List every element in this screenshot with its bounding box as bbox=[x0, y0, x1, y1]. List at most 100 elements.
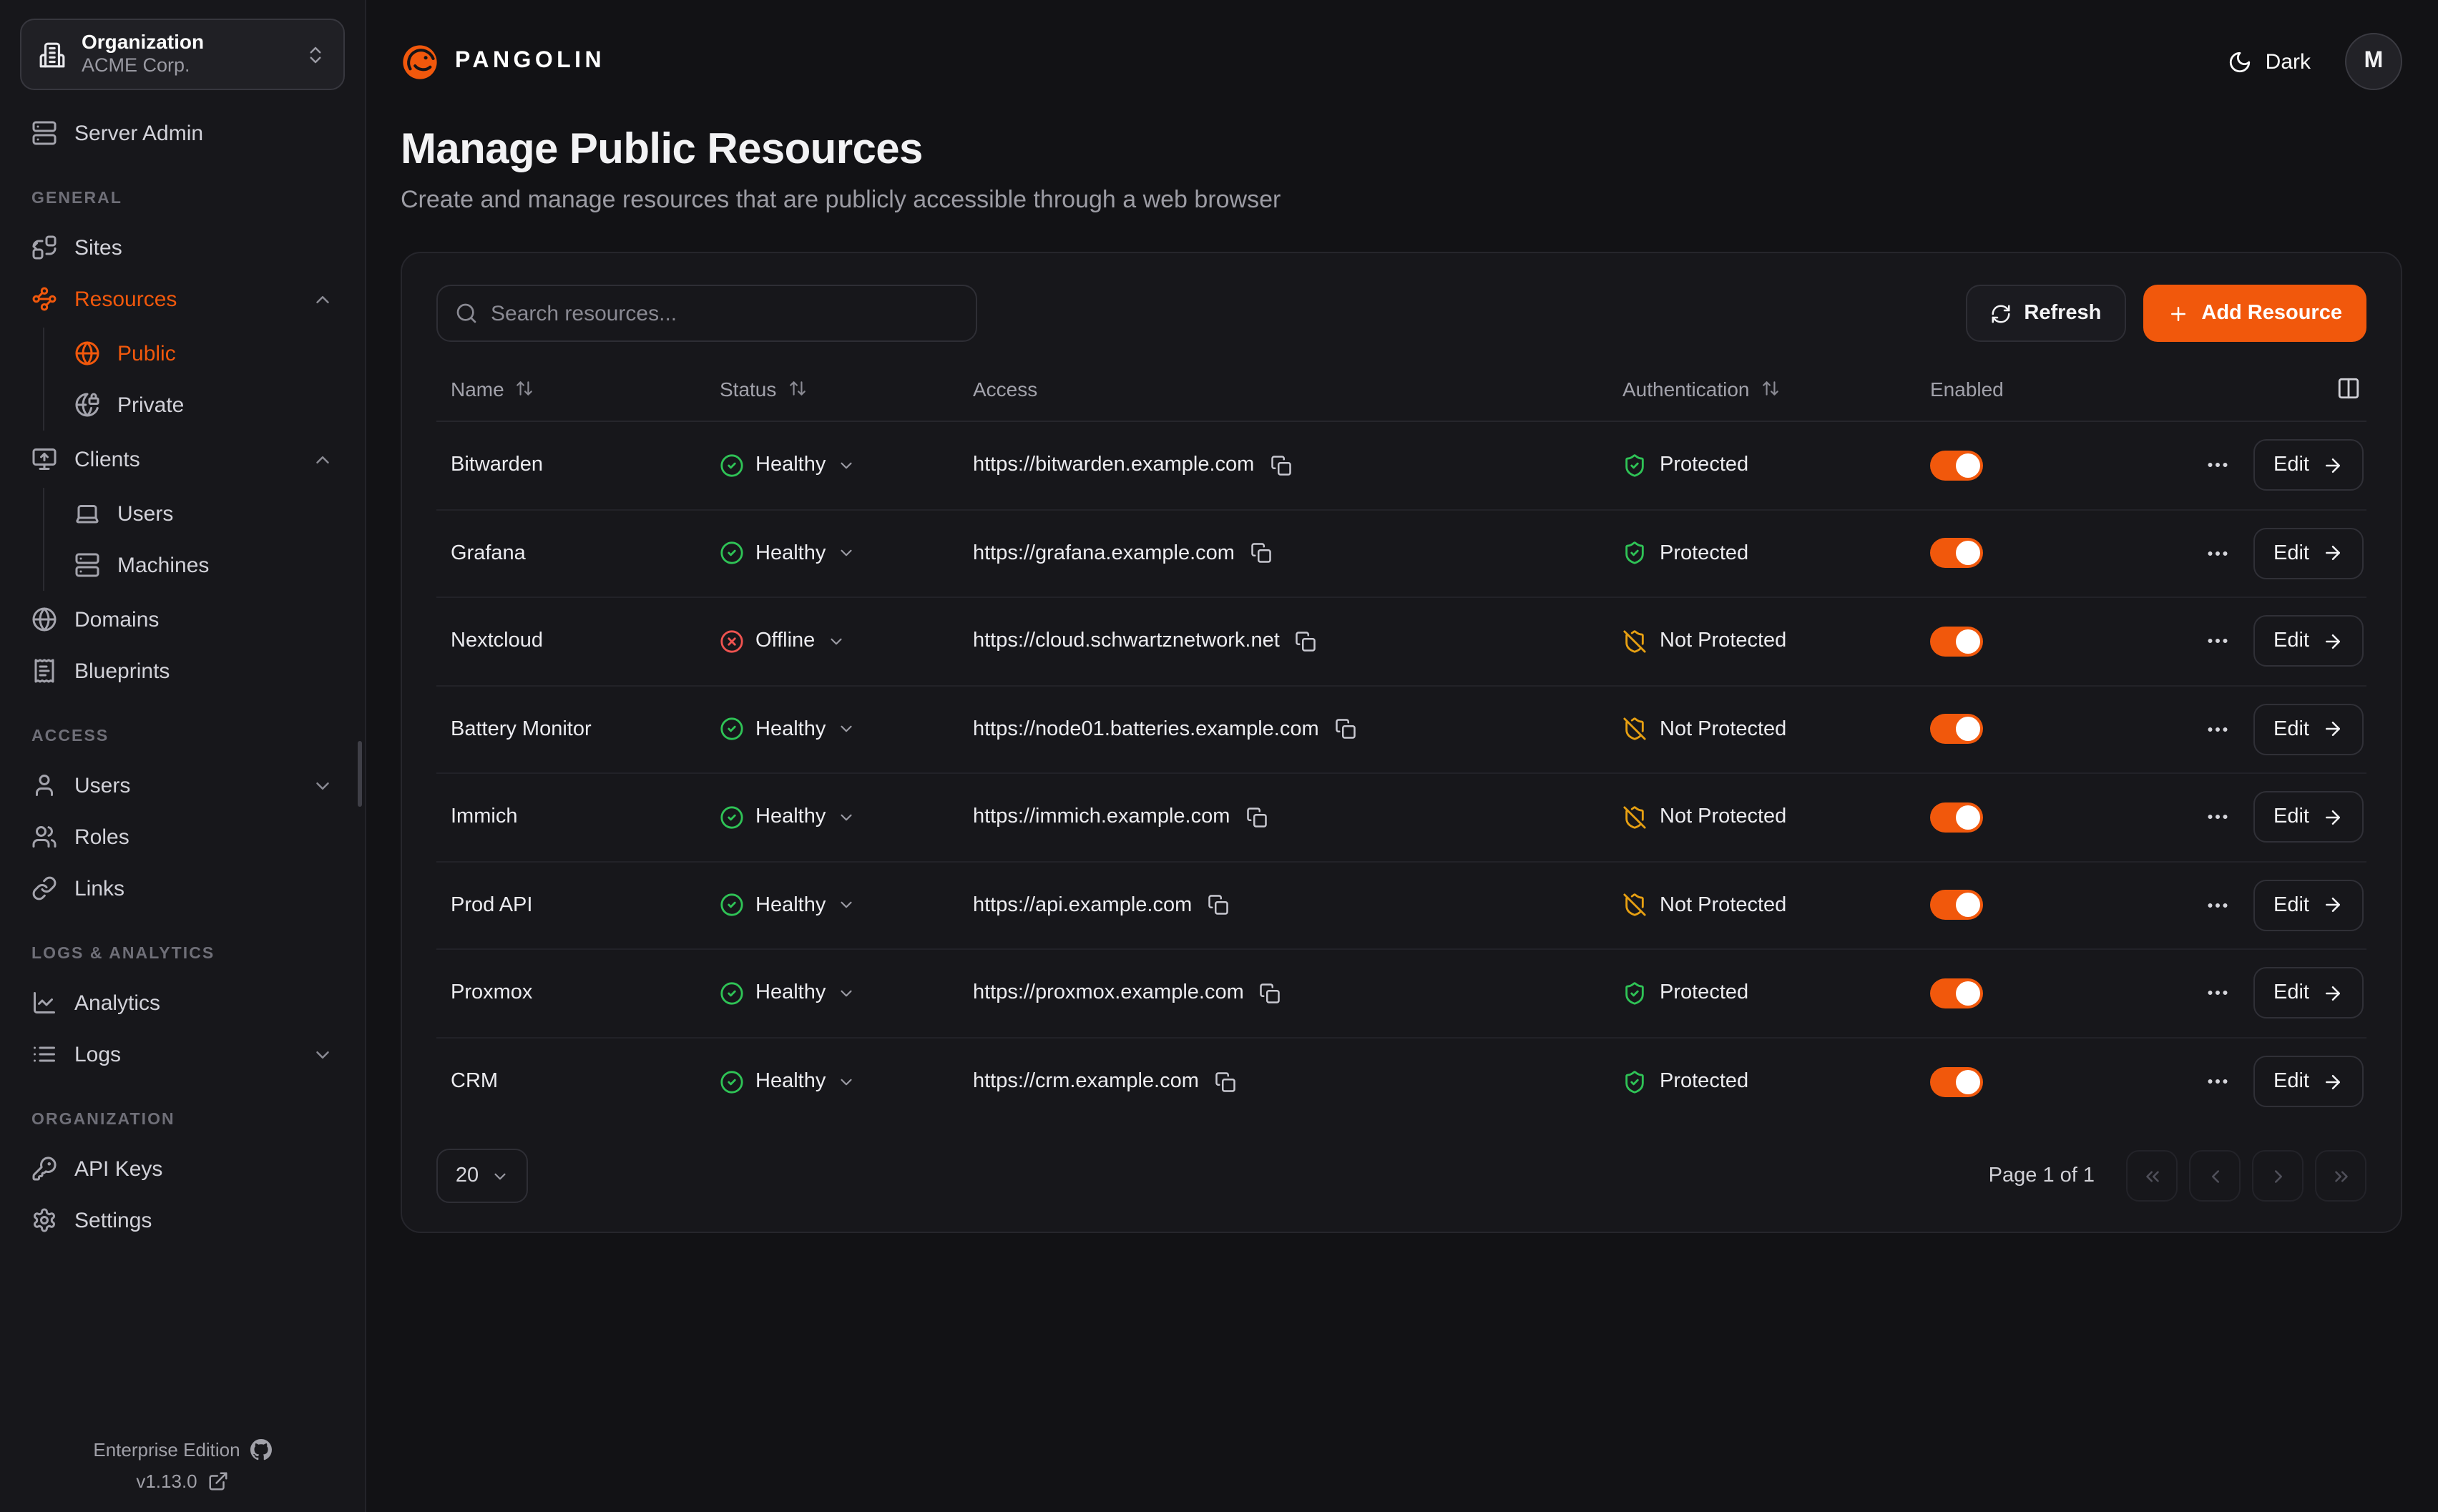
enabled-toggle[interactable] bbox=[1930, 802, 1983, 833]
last-page-button[interactable] bbox=[2315, 1150, 2366, 1202]
column-label: Enabled bbox=[1930, 377, 2004, 400]
enabled-toggle[interactable] bbox=[1930, 538, 1983, 569]
chevron-down-icon[interactable] bbox=[837, 896, 856, 915]
nav-section-heading: ACCESS bbox=[31, 728, 109, 745]
auth-cell: Protected bbox=[1608, 1070, 1916, 1094]
next-page-button[interactable] bbox=[2252, 1150, 2304, 1202]
toggle-knob bbox=[1956, 629, 1980, 654]
ellipsis-icon[interactable] bbox=[2205, 541, 2231, 566]
sidebar-item-clients[interactable]: Clients bbox=[20, 433, 345, 485]
ellipsis-icon[interactable] bbox=[2205, 453, 2231, 478]
search-input[interactable] bbox=[491, 301, 959, 325]
copy-icon[interactable] bbox=[1250, 543, 1272, 564]
edit-button[interactable]: Edit bbox=[2253, 615, 2364, 667]
auth-cell: Protected bbox=[1608, 453, 1916, 478]
sidebar-item-sites[interactable]: Sites bbox=[20, 222, 345, 273]
ellipsis-icon[interactable] bbox=[2205, 981, 2231, 1006]
sidebar-scrollbar[interactable] bbox=[358, 741, 362, 807]
column-label: Name bbox=[451, 377, 504, 400]
edit-button[interactable]: Edit bbox=[2253, 791, 2364, 843]
chevron-down-icon[interactable] bbox=[837, 984, 856, 1003]
sidebar-item-users[interactable]: Users bbox=[63, 488, 345, 539]
enabled-toggle[interactable] bbox=[1930, 714, 1983, 745]
enabled-toggle[interactable] bbox=[1930, 626, 1983, 657]
search-icon bbox=[455, 302, 478, 325]
ellipsis-icon[interactable] bbox=[2205, 805, 2231, 830]
copy-icon[interactable] bbox=[1296, 631, 1317, 652]
enabled-toggle[interactable] bbox=[1930, 450, 1983, 481]
sort-icon[interactable] bbox=[788, 379, 806, 398]
github-icon[interactable] bbox=[250, 1439, 272, 1461]
list-icon bbox=[31, 1041, 57, 1067]
resource-name: Nextcloud bbox=[451, 629, 543, 653]
enabled-toggle[interactable] bbox=[1930, 1066, 1983, 1097]
chevrons-up-down-icon bbox=[305, 44, 326, 65]
add-resource-button[interactable]: Add Resource bbox=[2143, 285, 2366, 342]
copy-icon[interactable] bbox=[1260, 983, 1281, 1004]
table-row: CRM Healthy https://crm.example.com Protect… bbox=[436, 1038, 2366, 1126]
chevron-down-icon bbox=[490, 1167, 509, 1185]
resource-name: Immich bbox=[451, 805, 518, 829]
sidebar-item-server-admin[interactable]: Server Admin bbox=[20, 107, 345, 159]
page-size-select[interactable]: 20 bbox=[436, 1149, 528, 1203]
copy-icon[interactable] bbox=[1215, 1071, 1236, 1093]
enabled-toggle[interactable] bbox=[1930, 890, 1983, 921]
edit-button[interactable]: Edit bbox=[2253, 967, 2364, 1019]
sidebar-item-machines[interactable]: Machines bbox=[63, 539, 345, 591]
access-cell: https://cloud.schwartznetwork.net bbox=[959, 630, 1608, 653]
sidebar-item-analytics[interactable]: Analytics bbox=[20, 977, 345, 1029]
edit-button[interactable]: Edit bbox=[2253, 879, 2364, 931]
status-label: Healthy bbox=[755, 541, 826, 565]
chevron-down-icon[interactable] bbox=[837, 456, 856, 475]
prev-page-button[interactable] bbox=[2189, 1150, 2241, 1202]
sort-icon[interactable] bbox=[516, 379, 534, 398]
search-box bbox=[436, 285, 977, 342]
first-page-button[interactable] bbox=[2126, 1150, 2178, 1202]
sidebar-item-domains[interactable]: Domains bbox=[20, 594, 345, 645]
edit-button[interactable]: Edit bbox=[2253, 527, 2364, 579]
ellipsis-icon[interactable] bbox=[2205, 629, 2231, 654]
copy-icon[interactable] bbox=[1245, 807, 1267, 828]
sidebar: Organization ACME Corp. Server Admin GENE… bbox=[0, 0, 366, 1512]
chevron-down-icon[interactable] bbox=[837, 808, 856, 827]
chevron-down-icon[interactable] bbox=[826, 632, 845, 651]
globe-lock-icon bbox=[74, 392, 100, 418]
sidebar-item-label: Sites bbox=[74, 235, 122, 260]
edit-label: Edit bbox=[2273, 893, 2309, 917]
chevron-down-icon[interactable] bbox=[837, 720, 856, 739]
edit-button[interactable]: Edit bbox=[2253, 439, 2364, 491]
ellipsis-icon[interactable] bbox=[2205, 893, 2231, 918]
ellipsis-icon[interactable] bbox=[2205, 717, 2231, 742]
ellipsis-icon[interactable] bbox=[2205, 1069, 2231, 1095]
copy-icon[interactable] bbox=[1335, 719, 1356, 740]
sidebar-item-roles[interactable]: Roles bbox=[20, 811, 345, 863]
sidebar-item-blueprints[interactable]: Blueprints bbox=[20, 645, 345, 697]
sidebar-item-private[interactable]: Private bbox=[63, 379, 345, 431]
sidebar-item-logs[interactable]: Logs bbox=[20, 1029, 345, 1080]
edition-label: Enterprise Edition bbox=[93, 1439, 240, 1461]
copy-icon[interactable] bbox=[1208, 895, 1229, 916]
external-link-icon[interactable] bbox=[207, 1471, 229, 1492]
edit-button[interactable]: Edit bbox=[2253, 1056, 2364, 1108]
resource-url: https://node01.batteries.example.com bbox=[973, 717, 1319, 741]
sidebar-item-label: Links bbox=[74, 876, 125, 900]
sidebar-item-label: Logs bbox=[74, 1042, 122, 1066]
refresh-button[interactable]: Refresh bbox=[1965, 285, 2126, 342]
edit-button[interactable]: Edit bbox=[2253, 703, 2364, 755]
sidebar-item-resources[interactable]: Resources bbox=[20, 273, 345, 325]
avatar[interactable]: M bbox=[2345, 33, 2402, 90]
chevron-down-icon[interactable] bbox=[837, 1073, 856, 1091]
sidebar-item-settings[interactable]: Settings bbox=[20, 1194, 345, 1246]
copy-icon[interactable] bbox=[1270, 455, 1291, 476]
columns-icon[interactable] bbox=[2336, 376, 2361, 401]
theme-toggle[interactable]: Dark bbox=[2228, 49, 2311, 74]
sidebar-item-api-keys[interactable]: API Keys bbox=[20, 1143, 345, 1194]
server-icon bbox=[31, 120, 57, 146]
org-selector[interactable]: Organization ACME Corp. bbox=[20, 19, 345, 90]
sidebar-item-users[interactable]: Users bbox=[20, 760, 345, 811]
sidebar-item-links[interactable]: Links bbox=[20, 863, 345, 914]
chevron-down-icon[interactable] bbox=[837, 544, 856, 563]
sort-icon[interactable] bbox=[1761, 379, 1779, 398]
sidebar-item-public[interactable]: Public bbox=[63, 328, 345, 379]
enabled-toggle[interactable] bbox=[1930, 978, 1983, 1008]
